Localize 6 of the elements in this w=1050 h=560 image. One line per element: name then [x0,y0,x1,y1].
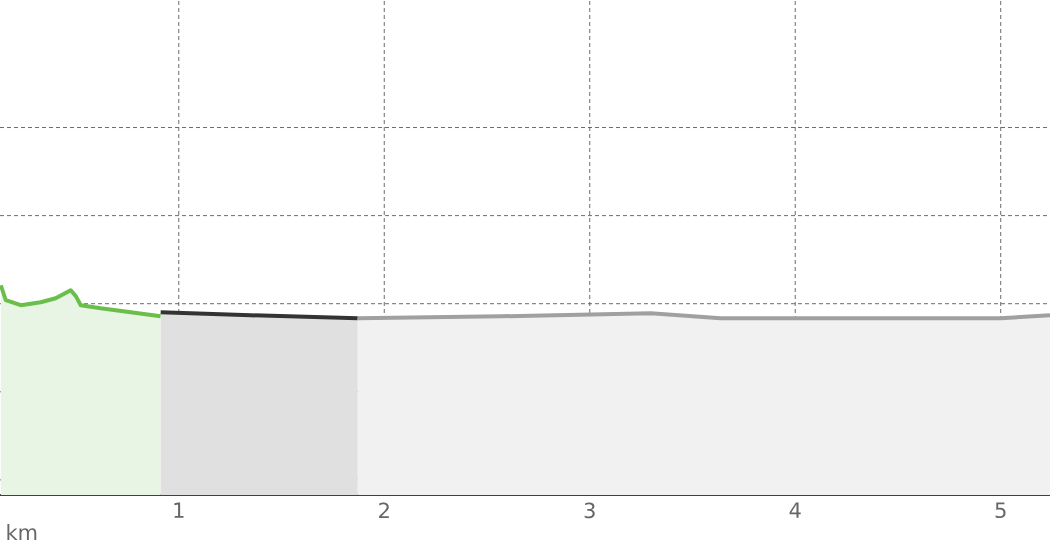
x-tick-label: 5 [995,502,1006,519]
x-tick-label: 2 [379,502,389,519]
x-tick-label: 4 [789,502,801,518]
x-tick-label: 3 [584,502,595,519]
x-tick-label: 1 [174,502,184,518]
x-axis-title: km [7,524,37,540]
